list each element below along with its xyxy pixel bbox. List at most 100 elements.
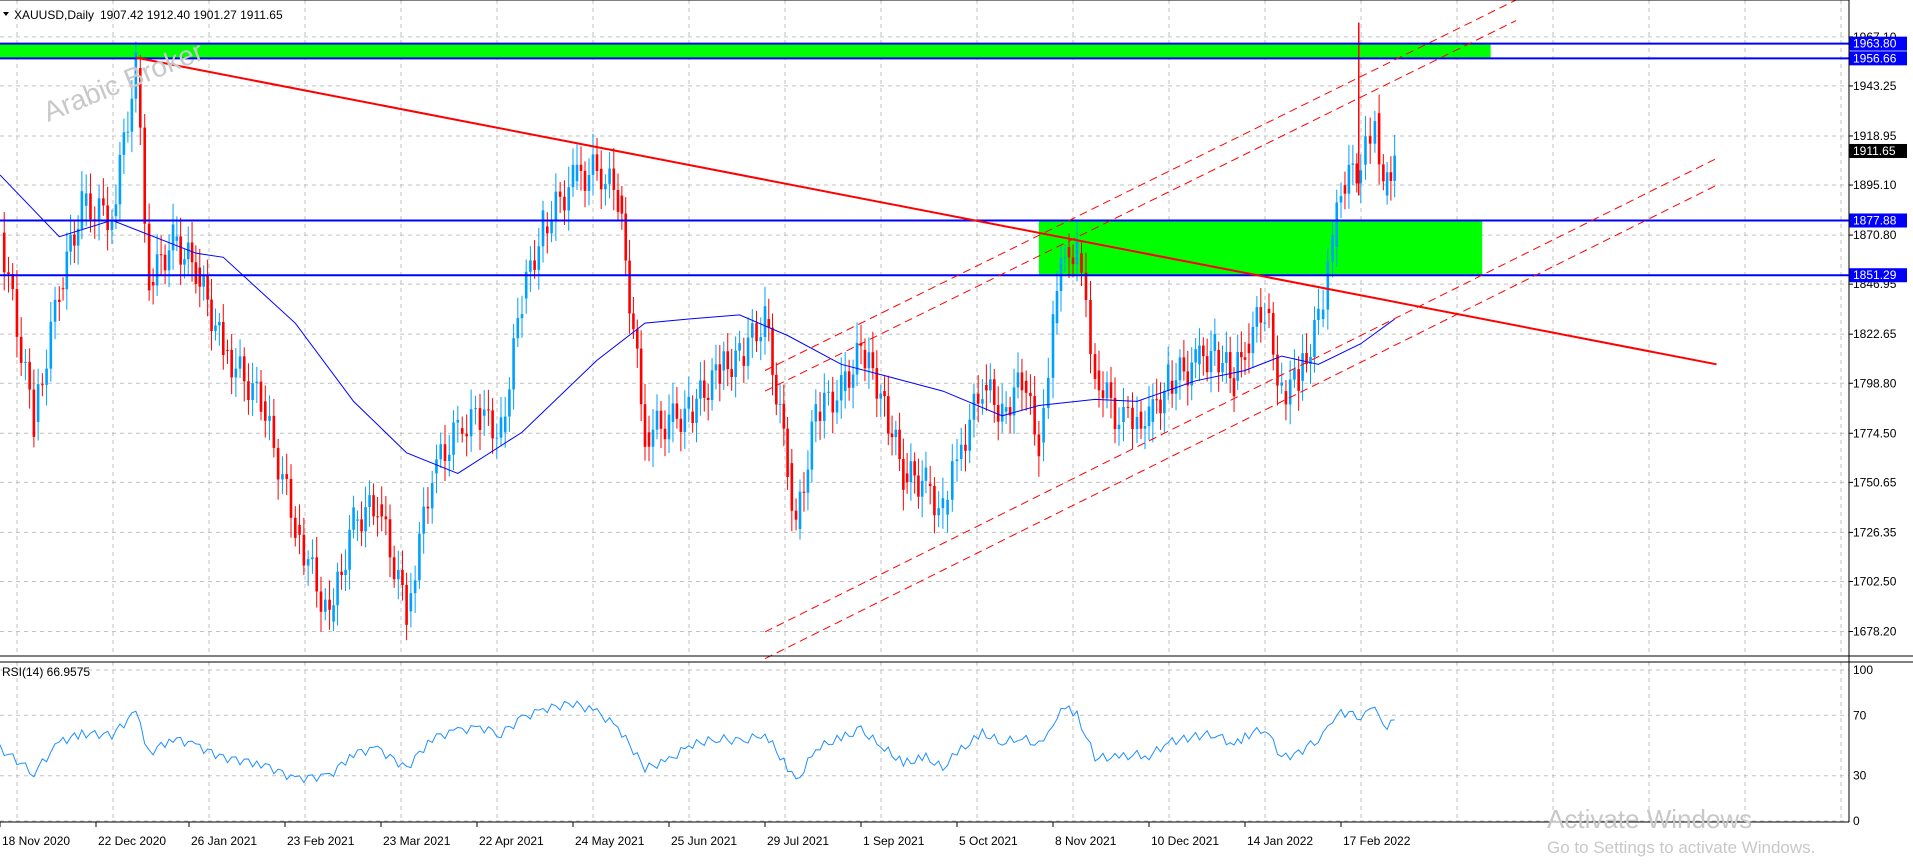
time-tick-label: 23 Feb 2021 — [287, 834, 355, 848]
candle-up — [1194, 349, 1197, 363]
candle-up — [456, 420, 460, 423]
price-tick-label: 1750.65 — [1853, 475, 1897, 489]
candle-down — [1131, 407, 1134, 430]
candle-down — [782, 403, 786, 429]
candle-up — [855, 342, 859, 375]
candle-down — [1240, 352, 1243, 358]
candle-up — [110, 219, 114, 231]
candle-down — [1182, 357, 1186, 372]
candle-up — [1221, 362, 1224, 373]
candle-down — [360, 519, 363, 532]
trendline-dashed — [764, 158, 1717, 633]
time-tick-label: 23 Mar 2021 — [383, 834, 451, 848]
candle-up — [126, 131, 130, 133]
level-price-tag-label: 1851.29 — [1853, 268, 1897, 282]
trendlines-layer — [135, 0, 1717, 660]
candle-up — [575, 164, 579, 182]
candle-down — [917, 475, 920, 497]
candle-up — [130, 98, 134, 132]
rsi-tick-label: 70 — [1853, 708, 1867, 722]
activate-windows-title: Activate Windows — [1547, 804, 1752, 834]
candle-up — [1178, 357, 1182, 381]
candle-down — [583, 170, 587, 191]
candle-down — [392, 557, 396, 580]
rsi-line-layer — [0, 700, 1395, 784]
candle-down — [659, 410, 663, 429]
time-tick-label: 17 Feb 2022 — [1343, 834, 1411, 848]
candle-down — [15, 289, 19, 337]
candle-up — [959, 444, 963, 460]
candle-down — [28, 361, 31, 390]
candle-down — [426, 506, 430, 509]
candle-up — [183, 259, 186, 265]
candle-up — [1225, 352, 1228, 363]
candle-up — [738, 343, 741, 351]
candle-up — [1042, 407, 1045, 443]
candle-down — [847, 371, 851, 388]
candle-down — [7, 272, 10, 275]
candle-up — [714, 364, 718, 371]
candle-up — [447, 454, 451, 461]
price-tick-label: 1870.80 — [1853, 228, 1897, 242]
candle-up — [503, 416, 507, 433]
candle-down — [272, 415, 276, 448]
current-price-tag-label: 1911.65 — [1853, 144, 1896, 158]
candle-down — [388, 519, 392, 558]
level-price-tag-label: 1877.88 — [1853, 213, 1897, 227]
price-tick-label: 1678.20 — [1853, 625, 1897, 639]
candle-up — [114, 204, 118, 217]
candle-down — [89, 193, 92, 220]
candle-down — [1232, 378, 1236, 397]
rsi-title: RSI(14) 66.9575 — [2, 665, 90, 679]
candle-down — [902, 459, 905, 490]
chart-menu-icon[interactable] — [3, 12, 9, 16]
candle-up — [1209, 350, 1213, 373]
candle-up — [1288, 379, 1292, 405]
candle-up — [687, 396, 691, 409]
support-resistance-zone — [1038, 220, 1483, 276]
candle-down — [1228, 352, 1232, 379]
candle-up — [1051, 314, 1055, 378]
candle-down — [340, 571, 343, 575]
candle-up — [571, 164, 575, 188]
candle-down — [285, 474, 289, 479]
candle-up — [512, 338, 515, 390]
candle-down — [221, 321, 225, 355]
candle-down — [19, 336, 23, 363]
candle-down — [190, 242, 194, 263]
activate-windows-subtitle: Go to Settings to activate Windows. — [1547, 838, 1815, 857]
candle-down — [1084, 272, 1088, 301]
candle-down — [612, 168, 616, 190]
candle-down — [933, 485, 936, 516]
candle-down — [755, 323, 758, 342]
candle-down — [1389, 172, 1393, 181]
candle-down — [616, 189, 620, 212]
candle-down — [875, 368, 879, 399]
candle-up — [746, 337, 750, 366]
candle-down — [1126, 406, 1130, 408]
candle-down — [1020, 372, 1024, 391]
candle-down — [771, 327, 774, 375]
candle-up — [1359, 170, 1363, 184]
candle-up — [508, 389, 511, 417]
candle-down — [478, 408, 482, 430]
candle-down — [2, 232, 6, 273]
candle-up — [909, 461, 913, 483]
candle-down — [1243, 357, 1247, 360]
candle-up — [1373, 121, 1377, 144]
candle-up — [1004, 407, 1008, 412]
candle-up — [763, 306, 767, 338]
candle-up — [251, 383, 254, 400]
candle-up — [750, 323, 754, 338]
candle-up — [699, 380, 702, 399]
candle-up — [1135, 416, 1139, 430]
candle-up — [186, 242, 190, 260]
time-tick-label: 26 Jan 2021 — [191, 834, 257, 848]
candle-down — [380, 504, 384, 517]
candle-down — [1343, 185, 1347, 194]
support-resistance-zone — [0, 43, 1491, 59]
symbol-label: XAUUSD,Daily — [14, 8, 94, 22]
candle-down — [1029, 392, 1032, 397]
